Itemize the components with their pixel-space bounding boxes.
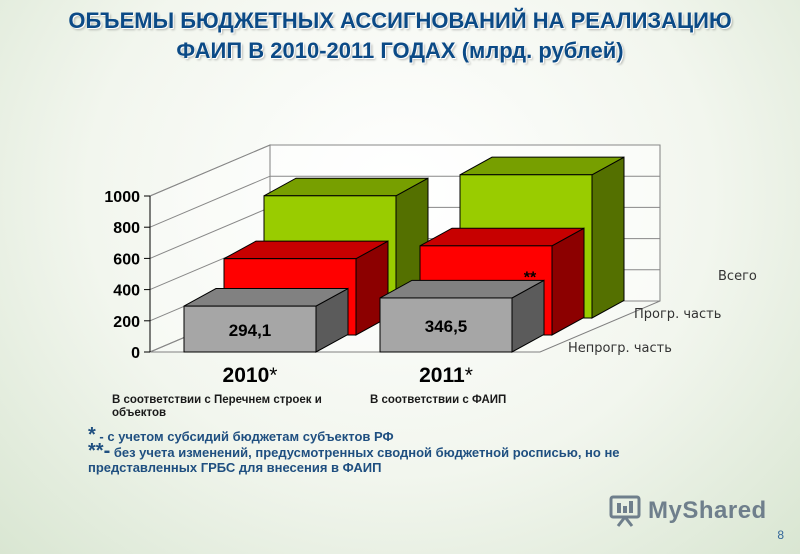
title-line-2: ФАИП В 2010-2011 ГОДАХ (млрд. рублей) [176,38,624,63]
footnote-1-mark: * [88,424,96,446]
logo-text: MyShared [648,497,767,524]
footnote-2-mark: **- [88,440,111,462]
legend-item-2: Всего [718,269,757,284]
gridline [149,144,660,197]
y-tick-label: 600 [113,251,140,268]
footnote-1-text: - с учетом субсидий бюджетам субъектов Р… [95,429,394,444]
y-tick-label: 200 [113,314,140,331]
y-tick-label: 1000 [104,189,140,206]
bar-Непрогр. часть-2010: 294,1 [183,287,349,353]
page-number: 8 [777,528,784,542]
x-tick-label-2010: 2010* [223,364,278,387]
presentation-icon [609,495,641,527]
annotation-mark: ** [524,269,537,286]
x-tick-label-2011: 2011* [419,364,473,387]
footnote-1: * - с учетом субсидий бюджетам субъектов… [88,425,728,445]
legend-item-0: Непрогр. часть [568,341,672,356]
y-tick-label: 800 [113,220,140,237]
x-axis: 2010* 2011* [223,364,473,387]
legend-item-1: Прогр. часть [634,307,721,322]
footnote-2: **- без учета изменений, предусмотренных… [88,441,728,475]
note-2010: В соответствии с Перечнем строек и объек… [112,394,322,419]
title-line-1: ОБЪЕМЫ БЮДЖЕТНЫХ АССИГНОВАНИЙ НА РЕАЛИЗА… [68,8,732,33]
slide-title: ОБЪЕМЫ БЮДЖЕТНЫХ АССИГНОВАНИЙ НА РЕАЛИЗА… [0,6,800,66]
y-axis: 0 200 400 600 800 1000 [104,189,151,362]
data-label: 346,5 [425,317,468,336]
footnotes: * - с учетом субсидий бюджетам субъектов… [88,425,728,475]
bar-Непрогр. часть-2011: 346,5 [379,279,545,353]
bar-front [379,297,513,353]
y-tick-label: 0 [131,345,140,362]
note-2011: В соответствии с ФАИП [370,394,507,406]
footnote-2-text: без учета изменений, предусмотренных сво… [88,445,620,475]
depth-legend: Непрогр. часть Прогр. часть Всего [568,269,757,356]
y-tick-label: 400 [113,283,140,300]
myshared-logo: MyShared [608,494,767,528]
bar-side [591,156,625,319]
bar-front [183,305,317,353]
bar-side [551,227,585,336]
data-label: 294,1 [229,321,272,340]
